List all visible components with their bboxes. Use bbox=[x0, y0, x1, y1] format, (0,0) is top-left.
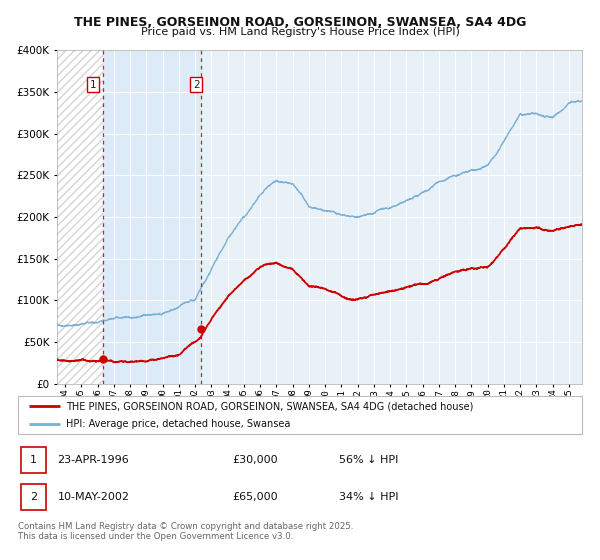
Text: 1: 1 bbox=[30, 455, 37, 465]
Text: £65,000: £65,000 bbox=[232, 492, 278, 502]
Text: Contains HM Land Registry data © Crown copyright and database right 2025.
This d: Contains HM Land Registry data © Crown c… bbox=[18, 522, 353, 542]
Text: 56% ↓ HPI: 56% ↓ HPI bbox=[340, 455, 399, 465]
Bar bbox=[57, 50, 103, 384]
Text: 10-MAY-2002: 10-MAY-2002 bbox=[58, 492, 130, 502]
Bar bbox=[103, 50, 201, 384]
Text: THE PINES, GORSEINON ROAD, GORSEINON, SWANSEA, SA4 4DG: THE PINES, GORSEINON ROAD, GORSEINON, SW… bbox=[74, 16, 526, 29]
Text: 34% ↓ HPI: 34% ↓ HPI bbox=[340, 492, 399, 502]
Bar bbox=[57, 50, 103, 384]
Text: £30,000: £30,000 bbox=[232, 455, 278, 465]
Text: HPI: Average price, detached house, Swansea: HPI: Average price, detached house, Swan… bbox=[66, 419, 290, 430]
Text: 23-APR-1996: 23-APR-1996 bbox=[58, 455, 129, 465]
Text: 2: 2 bbox=[30, 492, 37, 502]
Text: THE PINES, GORSEINON ROAD, GORSEINON, SWANSEA, SA4 4DG (detached house): THE PINES, GORSEINON ROAD, GORSEINON, SW… bbox=[66, 401, 473, 411]
Text: Price paid vs. HM Land Registry's House Price Index (HPI): Price paid vs. HM Land Registry's House … bbox=[140, 27, 460, 37]
Bar bbox=[21, 484, 46, 510]
Bar bbox=[21, 447, 46, 473]
Text: 1: 1 bbox=[89, 80, 96, 90]
Text: 2: 2 bbox=[193, 80, 200, 90]
